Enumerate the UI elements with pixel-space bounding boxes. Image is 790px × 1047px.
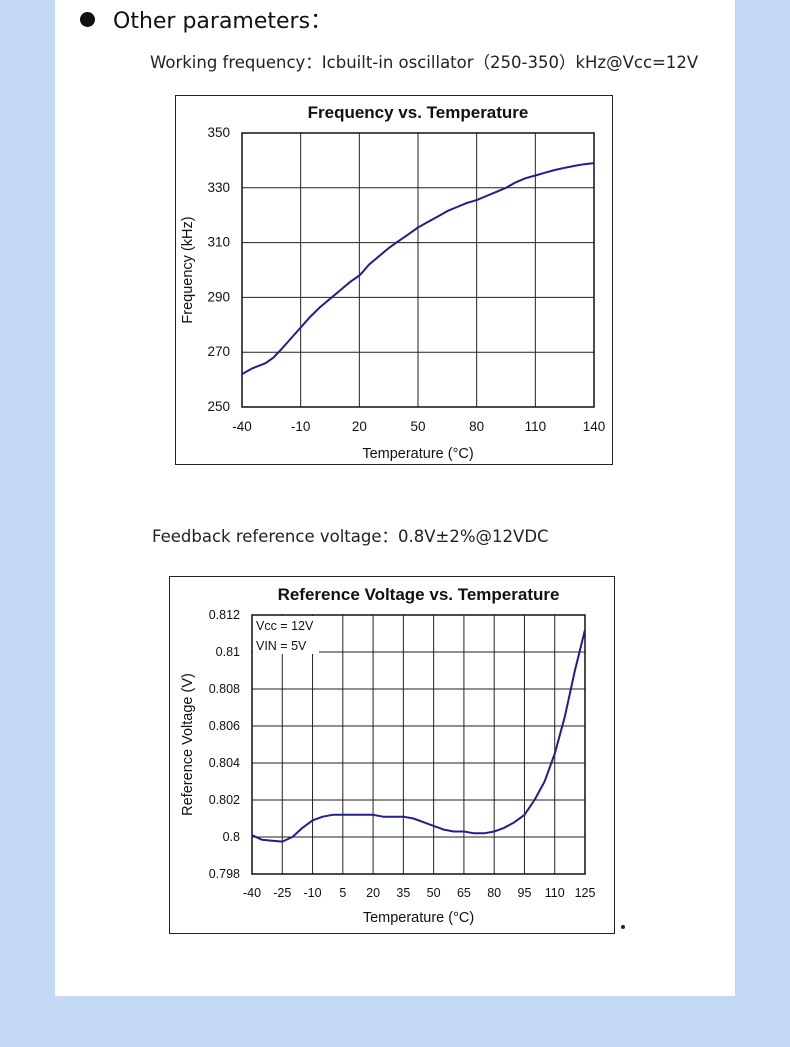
- section-heading: Other parameters：: [80, 4, 332, 34]
- reference-voltage-chart-title: Reference Voltage vs. Temperature: [278, 585, 560, 604]
- frequency-chart-y-axis-label: Frequency (kHz): [180, 216, 196, 323]
- reference-voltage-chart-y-axis-label: Reference Voltage (V): [180, 673, 196, 816]
- frequency-chart-y-tick-label: 250: [207, 399, 230, 414]
- reference-voltage-chart-y-tick-label: 0.81: [216, 645, 240, 659]
- frequency-chart-y-tick-label: 330: [207, 180, 230, 195]
- frequency-chart-series-line: [241, 162, 595, 375]
- reference-voltage-chart-x-tick-label: 20: [366, 886, 380, 900]
- reference-voltage-chart-y-tick-label: 0.802: [209, 793, 240, 807]
- reference-voltage-chart-svg: Reference Voltage vs. Temperature Vcc = 1…: [180, 585, 596, 926]
- reference-voltage-chart-y-tick-label: 0.808: [209, 682, 240, 696]
- frequency-chart-y-tick-label: 290: [207, 289, 230, 304]
- reference-voltage-chart-x-tick-label: 50: [427, 886, 441, 900]
- reference-voltage-chart-y-tick-label: 0.8: [223, 830, 240, 844]
- reference-voltage-chart-x-tick-label: 95: [518, 886, 532, 900]
- frequency-chart-y-tick-label: 310: [207, 235, 230, 250]
- reference-voltage-chart-x-tick-label: 5: [339, 886, 346, 900]
- reference-voltage-chart: Reference Voltage vs. Temperature Vcc = 1…: [169, 576, 615, 934]
- frequency-chart: Frequency vs. Temperature -40 -10 20 50 80 110…: [175, 95, 613, 465]
- reference-voltage-chart-y-tick-label: 0.804: [209, 756, 240, 770]
- reference-voltage-chart-x-tick-label: 80: [487, 886, 501, 900]
- frequency-chart-x-tick-label: 140: [583, 419, 606, 434]
- reference-voltage-chart-annotation: VIN = 5V: [256, 639, 307, 653]
- reference-voltage-chart-x-tick-label: 65: [457, 886, 471, 900]
- bullet-icon: [80, 11, 95, 27]
- frequency-chart-title: Frequency vs. Temperature: [308, 103, 529, 122]
- section-title-text: Other parameters：: [113, 9, 333, 34]
- reference-voltage-chart-x-tick-label: -10: [304, 886, 322, 900]
- frequency-chart-y-tick-label: 270: [207, 344, 230, 359]
- reference-voltage-chart-x-tick-label: -25: [273, 886, 291, 900]
- reference-voltage-chart-y-tick-label: 0.806: [209, 719, 240, 733]
- working-frequency-text: Working frequency：Icbuilt-in oscillator（…: [150, 53, 699, 72]
- frequency-chart-x-tick-label: -10: [291, 419, 311, 434]
- reference-voltage-chart-plot-frame: [251, 614, 586, 875]
- reference-voltage-chart-y-tick-label: 0.812: [209, 608, 240, 622]
- frequency-chart-svg: Frequency vs. Temperature -40 -10 20 50 80 110…: [180, 103, 606, 462]
- frequency-chart-x-tick-label: -40: [232, 419, 252, 434]
- frequency-chart-x-tick-label: 110: [525, 419, 547, 434]
- reference-voltage-chart-annotation-bg: [253, 616, 319, 654]
- reference-voltage-chart-x-tick-label: -40: [243, 886, 261, 900]
- reference-voltage-chart-y-tick-label: 0.798: [209, 867, 240, 881]
- reference-voltage-text: Feedback reference voltage：0.8V±2%@12VDC: [152, 527, 549, 546]
- frequency-chart-x-tick-label: 20: [352, 419, 367, 434]
- frequency-chart-x-tick-label: 80: [469, 419, 484, 434]
- trailing-period: [621, 925, 625, 929]
- reference-voltage-chart-x-tick-label: 125: [575, 886, 596, 900]
- frequency-chart-x-tick-label: 50: [410, 419, 425, 434]
- reference-voltage-chart-series-line: [251, 629, 586, 843]
- reference-voltage-chart-annotation: Vcc = 12V: [256, 619, 314, 633]
- reference-voltage-chart-x-axis-label: Temperature (°C): [363, 910, 474, 926]
- reference-voltage-chart-x-tick-label: 110: [545, 886, 565, 900]
- frequency-chart-y-tick-label: 350: [207, 125, 230, 140]
- frequency-chart-x-axis-label: Temperature (°C): [362, 446, 473, 462]
- reference-voltage-chart-x-tick-label: 35: [396, 886, 410, 900]
- page-background-band: [0, 996, 790, 1047]
- frequency-chart-plot-frame: [241, 132, 595, 408]
